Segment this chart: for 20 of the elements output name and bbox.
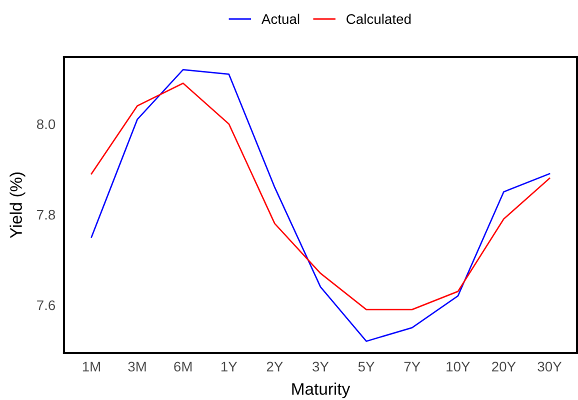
legend-label: Actual xyxy=(261,14,300,24)
x-tick-label: 2Y xyxy=(266,362,283,372)
x-tick-label: 10Y xyxy=(446,362,470,372)
x-tick-label: 30Y xyxy=(538,362,562,372)
x-axis-title: Maturity xyxy=(292,382,350,398)
y-tick-label: 7.6 xyxy=(37,300,56,310)
x-tick-label: 3M xyxy=(128,362,146,372)
line-series xyxy=(90,82,550,310)
x-tick-label: 6M xyxy=(174,362,192,372)
x-tick-label: 20Y xyxy=(492,362,516,372)
x-tick-label: 5Y xyxy=(358,362,374,372)
y-tick-label: 8.0 xyxy=(36,119,56,130)
line-series xyxy=(90,68,550,342)
y-axis-title: Yield (%) xyxy=(10,172,26,238)
x-tick-label: 7Y xyxy=(404,362,420,372)
x-tick-label: 1Y xyxy=(221,362,238,372)
x-tick-label: 1M xyxy=(82,362,100,372)
legend-label: Calculated xyxy=(346,14,411,24)
y-tick-label: 7.8 xyxy=(37,210,56,220)
x-tick-label: 3Y xyxy=(312,362,329,372)
